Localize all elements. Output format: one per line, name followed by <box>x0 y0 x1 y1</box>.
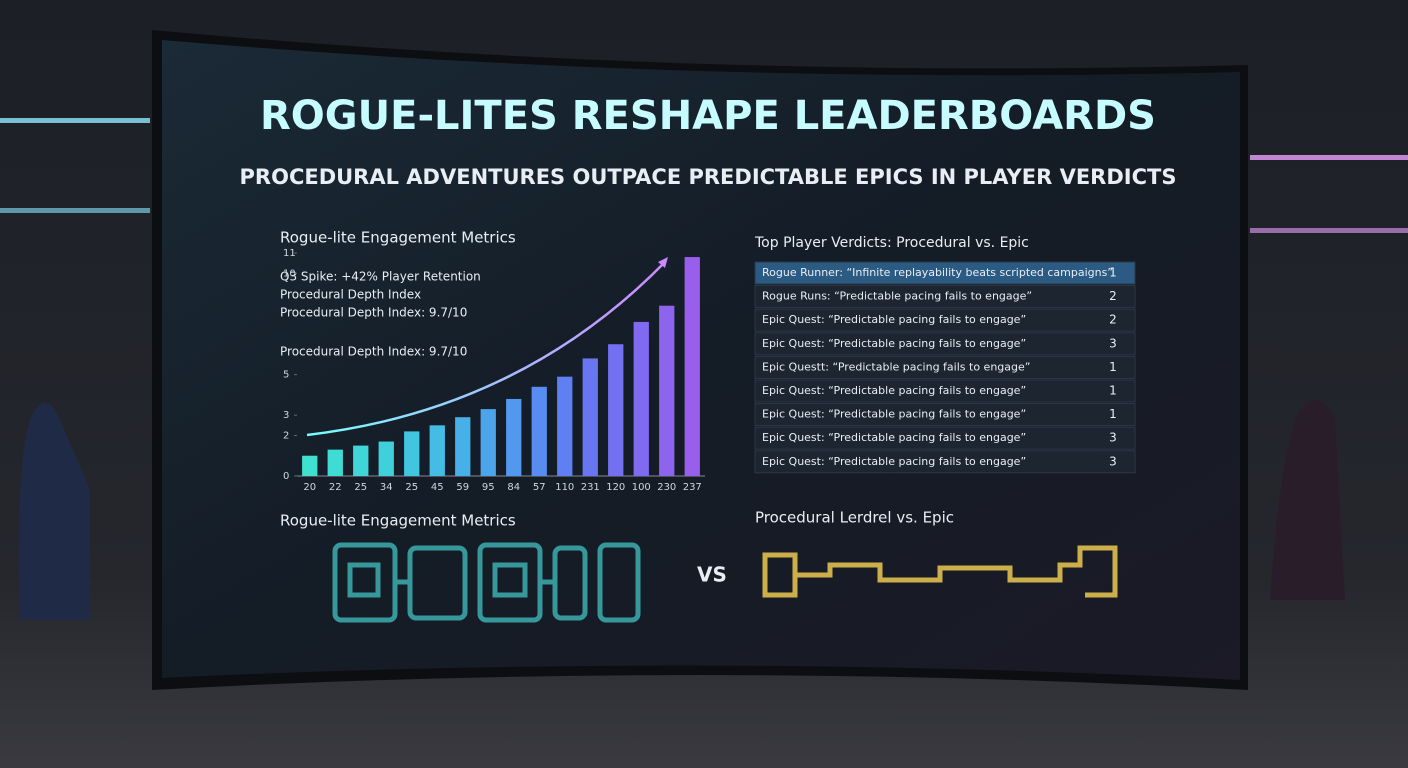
rank: 1 <box>1109 360 1117 374</box>
table-row <box>754 285 1136 309</box>
x-tick-label: 230 <box>657 482 676 493</box>
trend-curve <box>306 261 666 437</box>
annotation: Procedural Depth Index <box>280 288 421 302</box>
light-strip <box>1250 228 1408 233</box>
map-label: Rogue-lite Engagement Metrics <box>280 512 516 530</box>
table-row <box>754 379 1136 403</box>
bar <box>659 305 675 476</box>
person <box>18 402 90 620</box>
x-tick-label: 231 <box>581 482 600 493</box>
x-tick-label: 45 <box>431 482 444 493</box>
procedural-map <box>332 542 641 623</box>
table-row-highlight <box>754 261 1136 285</box>
x-tick-label: 100 <box>632 482 651 493</box>
rank: 2 <box>1109 289 1117 303</box>
table-row <box>754 450 1136 474</box>
x-tick-label: 95 <box>482 482 495 493</box>
bar <box>582 358 598 476</box>
y-tick-label: 0 <box>283 471 289 482</box>
bar <box>455 417 471 476</box>
y-tick-label: 5 <box>283 370 289 381</box>
y-tick-label: 3 <box>283 410 289 421</box>
bar <box>327 449 343 476</box>
person <box>1270 399 1345 600</box>
rank: 1 <box>1109 407 1117 421</box>
verdict: Epic Questt: “Predictable pacing fails t… <box>762 360 1030 373</box>
bar <box>557 376 573 476</box>
bar <box>506 398 522 476</box>
x-tick-label: 25 <box>354 482 367 493</box>
title: ROGUE-LITES RESHAPE LEADERBOARDS <box>260 93 1156 139</box>
map-label: Procedural Lerdrel vs. Epic <box>755 509 954 527</box>
y-tick-label: 11 <box>283 248 296 259</box>
x-tick-label: 57 <box>533 482 546 493</box>
rank: 1 <box>1109 266 1117 280</box>
annotation: Procedural Depth Index: 9.7/10 <box>280 345 467 359</box>
light-strip <box>1250 155 1408 160</box>
bar <box>608 344 624 476</box>
verdict: Epic Quest: “Predictable pacing fails to… <box>762 431 1026 444</box>
arrow-head <box>658 257 668 268</box>
table-row <box>754 308 1136 332</box>
chart-title: Rogue-lite Engagement Metrics <box>280 229 516 247</box>
rank: 3 <box>1109 431 1117 445</box>
rank: 2 <box>1109 313 1117 327</box>
verdict: Rogue Runner: “Infinite replayability be… <box>762 266 1113 279</box>
table-row <box>754 332 1136 356</box>
linear-map <box>762 545 1118 598</box>
bar <box>531 386 547 476</box>
light-strip <box>0 208 150 213</box>
table-row <box>754 403 1136 427</box>
x-tick-label: 25 <box>405 482 418 493</box>
subtitle: PROCEDURAL ADVENTURES OUTPACE PREDICTABL… <box>240 165 1177 189</box>
rank: 3 <box>1109 454 1117 468</box>
verdict: Epic Quest: “Predictable pacing fails to… <box>762 384 1026 397</box>
x-tick-label: 84 <box>507 482 520 493</box>
bar <box>378 441 394 476</box>
bar <box>353 445 369 476</box>
table-title: Top Player Verdicts: Procedural vs. Epic <box>754 235 1029 251</box>
verdict: Epic Quest: “Predictable pacing fails to… <box>762 337 1026 350</box>
x-tick-label: 34 <box>380 482 393 493</box>
bar <box>633 321 649 476</box>
light-strip <box>0 118 150 123</box>
verdict: Epic Quest: “Predictable pacing fails to… <box>762 455 1026 468</box>
bar <box>404 431 420 476</box>
bar <box>302 455 318 476</box>
x-tick-label: 20 <box>303 482 316 493</box>
annotation: Q3 Spike: +42% Player Retention <box>280 270 481 284</box>
verdict: Epic Quest: “Predictable pacing fails to… <box>762 408 1026 421</box>
screen <box>162 40 1240 680</box>
y-tick-label: 10 <box>283 268 296 279</box>
verdict: Rogue Runs: “Predictable pacing fails to… <box>762 290 1032 303</box>
rank: 1 <box>1109 384 1117 398</box>
table: Rogue Runner: “Infinite replayability be… <box>754 261 1136 474</box>
x-tick-label: 110 <box>555 482 574 493</box>
y-tick-label: 2 <box>283 430 289 441</box>
verdict: Epic Quest: “Predictable pacing fails to… <box>762 313 1026 326</box>
bar <box>480 409 496 476</box>
vs-label: VS <box>697 563 727 587</box>
x-tick-label: 59 <box>456 482 469 493</box>
x-tick-label: 120 <box>606 482 625 493</box>
annotation: Procedural Depth Index: 9.7/10 <box>280 306 467 320</box>
rank: 3 <box>1109 336 1117 350</box>
bar <box>429 425 445 476</box>
x-tick-label: 22 <box>329 482 342 493</box>
bar <box>684 257 700 476</box>
table-row <box>754 355 1136 379</box>
x-tick-label: 237 <box>683 482 702 493</box>
table-row <box>754 426 1136 450</box>
